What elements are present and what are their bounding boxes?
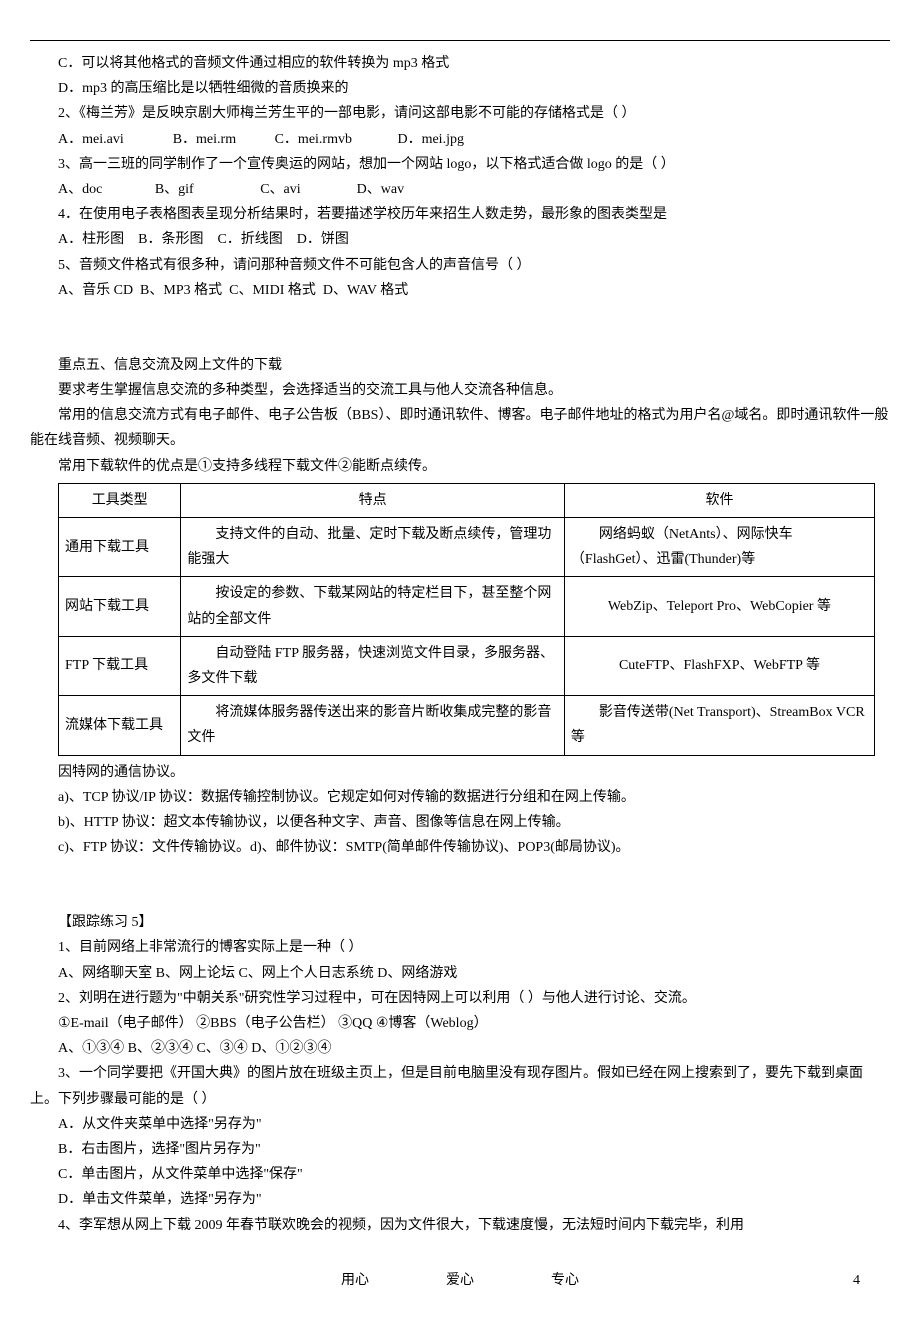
- table-row: 网站下载工具 按设定的参数、下载某网站的特定栏目下，甚至整个网站的全部文件 We…: [59, 577, 875, 636]
- cell-type: FTP 下载工具: [59, 636, 181, 695]
- ex5-q2-sub: ①E-mail（电子邮件） ②BBS（电子公告栏） ③QQ ④博客（Weblog…: [30, 1011, 890, 1036]
- cell-feature: 将流媒体服务器传送出来的影音片断收集成完整的影音文件: [181, 696, 565, 755]
- section-5-title: 重点五、信息交流及网上文件的下载: [30, 353, 890, 378]
- cell-software: 影音传送带(Net Transport)、StreamBox VCR 等: [564, 696, 874, 755]
- cell-feature: 自动登陆 FTP 服务器，快速浏览文件目录，多服务器、多文件下载: [181, 636, 565, 695]
- question-3-options: A、doc B、gif C、avi D、wav: [30, 177, 890, 202]
- cell-feature: 支持文件的自动、批量、定时下载及断点续传，管理功能强大: [181, 518, 565, 577]
- protocol-a: a)、TCP 协议/IP 协议：数据传输控制协议。它规定如何对传输的数据进行分组…: [30, 785, 890, 810]
- cell-software: WebZip、Teleport Pro、WebCopier 等: [564, 577, 874, 636]
- page-number: 4: [853, 1268, 860, 1293]
- protocol-intro: 因特网的通信协议。: [30, 760, 890, 785]
- question-4-options: A．柱形图 B．条形图 C．折线图 D．饼图: [30, 227, 890, 252]
- ex5-q2: 2、刘明在进行题为"中朝关系"研究性学习过程中，可在因特网上可以利用（ ）与他人…: [30, 986, 890, 1011]
- ex5-q3-b: B．右击图片，选择"图片另存为": [30, 1137, 890, 1162]
- section-5-p1: 要求考生掌握信息交流的多种类型，会选择适当的交流工具与他人交流各种信息。: [30, 378, 890, 403]
- cell-software: CuteFTP、FlashFXP、WebFTP 等: [564, 636, 874, 695]
- protocol-c: c)、FTP 协议：文件传输协议。d)、邮件协议：SMTP(简单邮件传输协议)、…: [30, 835, 890, 860]
- question-2: 2、《梅兰芳》是反映京剧大师梅兰芳生平的一部电影，请问这部电影不可能的存储格式是…: [30, 101, 890, 126]
- q-opt-d: D．mp3 的高压缩比是以牺牲细微的音质换来的: [30, 76, 890, 101]
- cell-software: 网络蚂蚁（NetAnts）、网际快车（FlashGet）、迅雷(Thunder)…: [564, 518, 874, 577]
- cell-type: 网站下载工具: [59, 577, 181, 636]
- table-header-row: 工具类型 特点 软件: [59, 483, 875, 517]
- q-opt-c: C．可以将其他格式的音频文件通过相应的软件转换为 mp3 格式: [30, 51, 890, 76]
- question-3: 3、高一三班的同学制作了一个宣传奥运的网站，想加一个网站 logo，以下格式适合…: [30, 152, 890, 177]
- question-2-options: A．mei.avi B．mei.rm C．mei.rmvb D．mei.jpg: [30, 127, 890, 152]
- ex5-q3-a: A．从文件夹菜单中选择"另存为": [30, 1112, 890, 1137]
- exercise-5-title: 【跟踪练习 5】: [30, 910, 890, 935]
- protocol-b: b)、HTTP 协议：超文本传输协议，以便各种文字、声音、图像等信息在网上传输。: [30, 810, 890, 835]
- section-spacer: [30, 303, 890, 353]
- section-spacer: [30, 860, 890, 910]
- download-tools-table: 工具类型 特点 软件 通用下载工具 支持文件的自动、批量、定时下载及断点续传，管…: [58, 483, 875, 756]
- ex5-q2-options: A、①③④ B、②③④ C、③④ D、①②③④: [30, 1036, 890, 1061]
- table-row: 通用下载工具 支持文件的自动、批量、定时下载及断点续传，管理功能强大 网络蚂蚁（…: [59, 518, 875, 577]
- question-4: 4．在使用电子表格图表呈现分析结果时，若要描述学校历年来招生人数走势，最形象的图…: [30, 202, 890, 227]
- section-5-p3: 常用下载软件的优点是①支持多线程下载文件②能断点续传。: [30, 454, 890, 479]
- footer-word-2: 爱心: [446, 1268, 474, 1293]
- page-footer: 用心 爱心 专心 4: [30, 1268, 890, 1293]
- ex5-q3: 3、一个同学要把《开国大典》的图片放在班级主页上，但是目前电脑里没有现存图片。假…: [30, 1061, 890, 1111]
- top-rule: [30, 40, 890, 41]
- col-header-type: 工具类型: [59, 483, 181, 517]
- cell-type: 通用下载工具: [59, 518, 181, 577]
- col-header-software: 软件: [564, 483, 874, 517]
- ex5-q3-d: D．单击文件菜单，选择"另存为": [30, 1187, 890, 1212]
- ex5-q3-c: C．单击图片，从文件菜单中选择"保存": [30, 1162, 890, 1187]
- table-row: 流媒体下载工具 将流媒体服务器传送出来的影音片断收集成完整的影音文件 影音传送带…: [59, 696, 875, 755]
- cell-feature: 按设定的参数、下载某网站的特定栏目下，甚至整个网站的全部文件: [181, 577, 565, 636]
- ex5-q1-options: A、网络聊天室 B、网上论坛 C、网上个人日志系统 D、网络游戏: [30, 961, 890, 986]
- col-header-feature: 特点: [181, 483, 565, 517]
- question-5: 5、音频文件格式有很多种，请问那种音频文件不可能包含人的声音信号（ ）: [30, 253, 890, 278]
- footer-word-1: 用心: [341, 1268, 369, 1293]
- table-row: FTP 下载工具 自动登陆 FTP 服务器，快速浏览文件目录，多服务器、多文件下…: [59, 636, 875, 695]
- section-5-p2: 常用的信息交流方式有电子邮件、电子公告板（BBS）、即时通讯软件、博客。电子邮件…: [30, 403, 890, 453]
- question-5-options: A、音乐 CD B、MP3 格式 C、MIDI 格式 D、WAV 格式: [30, 278, 890, 303]
- ex5-q4: 4、李军想从网上下载 2009 年春节联欢晚会的视频，因为文件很大，下载速度慢，…: [30, 1213, 890, 1238]
- cell-type: 流媒体下载工具: [59, 696, 181, 755]
- footer-word-3: 专心: [551, 1268, 579, 1293]
- ex5-q1: 1、目前网络上非常流行的博客实际上是一种（ ）: [30, 935, 890, 960]
